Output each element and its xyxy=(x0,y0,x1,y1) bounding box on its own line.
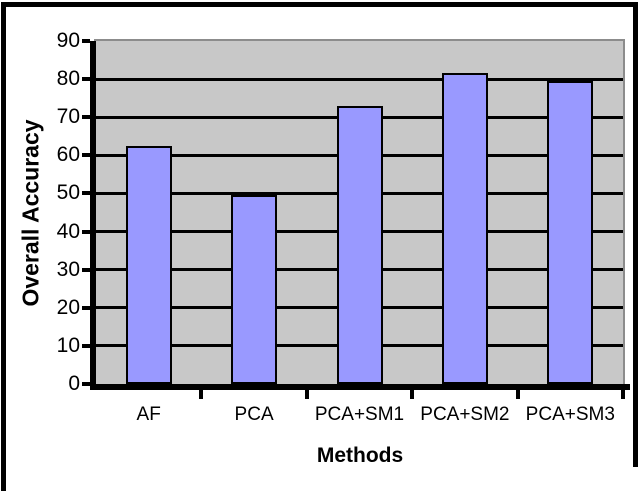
y-axis-tick xyxy=(82,115,90,120)
bar xyxy=(336,105,383,384)
y-axis-tick xyxy=(82,153,90,158)
bar xyxy=(125,145,172,384)
x-axis-tick xyxy=(199,390,204,399)
y-tick-label: 40 xyxy=(56,219,80,243)
y-tick-label: 70 xyxy=(56,105,80,129)
y-axis-tick xyxy=(82,305,90,310)
y-tick-label: 30 xyxy=(56,257,80,281)
figure-frame-top xyxy=(1,2,637,7)
y-axis-tick xyxy=(82,77,90,82)
y-axis-tick xyxy=(82,39,90,43)
figure-frame-left xyxy=(1,2,6,491)
y-tick-label: 20 xyxy=(56,295,80,319)
x-axis-tick xyxy=(304,390,309,399)
x-category-label: PCA+SM1 xyxy=(314,404,405,425)
y-tick-label: 50 xyxy=(56,181,80,205)
figure-frame-right xyxy=(633,2,638,467)
y-axis-tick xyxy=(82,229,90,234)
x-category-label: PCA+SM2 xyxy=(420,404,510,425)
x-category-label: PCA+SM3 xyxy=(525,404,615,425)
y-tick-label: 80 xyxy=(56,67,80,91)
bar xyxy=(231,195,278,384)
bar xyxy=(547,81,594,384)
y-axis-tick xyxy=(82,343,90,348)
bar xyxy=(441,73,488,384)
y-axis-tick xyxy=(82,267,90,272)
x-axis-tick xyxy=(410,390,415,399)
y-axis-line xyxy=(90,41,96,390)
y-tick-label: 60 xyxy=(56,143,80,167)
y-axis-tick xyxy=(82,191,90,196)
x-axis-tick xyxy=(621,390,625,399)
x-axis-tick xyxy=(515,390,520,399)
y-axis-tick xyxy=(82,382,90,386)
y-tick-label: 90 xyxy=(56,29,80,52)
x-category-label: PCA xyxy=(234,404,274,425)
x-axis-title: Methods xyxy=(316,444,404,467)
y-tick-label: 10 xyxy=(56,333,80,357)
y-tick-label: 0 xyxy=(68,372,80,395)
x-category-label: AF xyxy=(136,404,161,425)
x-axis-line xyxy=(90,384,630,390)
gridline xyxy=(96,77,623,81)
